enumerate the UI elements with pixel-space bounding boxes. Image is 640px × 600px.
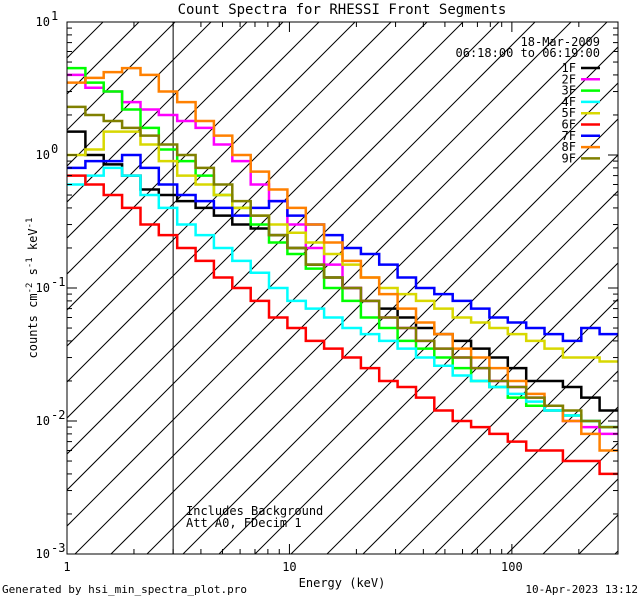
legend-label-8F: 8F bbox=[562, 140, 576, 154]
x-axis-label: Energy (keV) bbox=[299, 576, 386, 590]
legend-label-5F: 5F bbox=[562, 106, 576, 120]
hatch-line bbox=[182, 118, 618, 554]
hatch-line bbox=[110, 46, 618, 554]
hatch-line bbox=[67, 22, 392, 347]
y-tick-exponent: 0 bbox=[51, 142, 58, 156]
y-tick-label: 10 bbox=[36, 281, 50, 295]
legend-label-2F: 2F bbox=[562, 72, 576, 86]
hatch-line bbox=[434, 370, 618, 554]
date-label: 18-Mar-2009 bbox=[521, 35, 600, 49]
y-axis-label: counts cm-2 s-1 keV-1 bbox=[25, 218, 40, 359]
hatch-line bbox=[67, 22, 572, 527]
y-tick-label: 10 bbox=[36, 414, 50, 428]
series-line-6F bbox=[67, 174, 618, 476]
x-tick-label: 1 bbox=[63, 560, 70, 574]
y-tick-exponent: -1 bbox=[51, 275, 65, 289]
timestamp-label: 10-Apr-2023 13:12 bbox=[525, 583, 638, 596]
series-layer bbox=[67, 66, 618, 476]
hatch-line bbox=[290, 226, 618, 554]
legend-label-4F: 4F bbox=[562, 95, 576, 109]
hatch-line bbox=[398, 334, 618, 554]
annotation-attenuator: Att A0, FDecim 1 bbox=[186, 516, 302, 530]
hatch-line bbox=[67, 22, 464, 419]
hatch-line bbox=[614, 550, 618, 554]
generated-by-label: Generated by hsi_min_spectra_plot.pro bbox=[2, 583, 248, 596]
legend-label-6F: 6F bbox=[562, 118, 576, 132]
hatch-line bbox=[326, 262, 618, 554]
hatch-line bbox=[67, 22, 284, 239]
y-tick-label: 10 bbox=[36, 148, 50, 162]
hatch-line bbox=[362, 298, 618, 554]
y-tick-exponent: -2 bbox=[51, 408, 65, 422]
hatch-line bbox=[506, 442, 618, 554]
legend-label-1F: 1F bbox=[562, 61, 576, 75]
legend-label-7F: 7F bbox=[562, 129, 576, 143]
y-tick-label: 10 bbox=[36, 547, 50, 561]
hatch-line bbox=[146, 82, 618, 554]
legend-label-3F: 3F bbox=[562, 84, 576, 98]
hatch-line bbox=[218, 154, 618, 554]
hatch-line bbox=[254, 190, 618, 554]
y-tick-label: 10 bbox=[36, 15, 50, 29]
y-tick-exponent: -3 bbox=[51, 541, 65, 555]
background-hatch-region bbox=[67, 22, 618, 554]
chart-title: Count Spectra for RHESSI Front Segments bbox=[178, 2, 507, 18]
x-tick-label: 10 bbox=[282, 560, 296, 574]
x-tick-label: 100 bbox=[501, 560, 523, 574]
y-tick-exponent: 1 bbox=[51, 9, 58, 23]
hatch-line bbox=[470, 406, 618, 554]
series-line-8F bbox=[67, 66, 618, 452]
hatch-line bbox=[67, 22, 356, 311]
hatch-line bbox=[67, 22, 320, 275]
time-range-label: 06:18:00 to 06:19:00 bbox=[456, 46, 601, 60]
series-line-9F bbox=[67, 105, 618, 429]
hatch-line bbox=[67, 22, 428, 383]
legend-label-9F: 9F bbox=[562, 151, 576, 165]
annotation-background: Includes Background bbox=[186, 504, 323, 518]
